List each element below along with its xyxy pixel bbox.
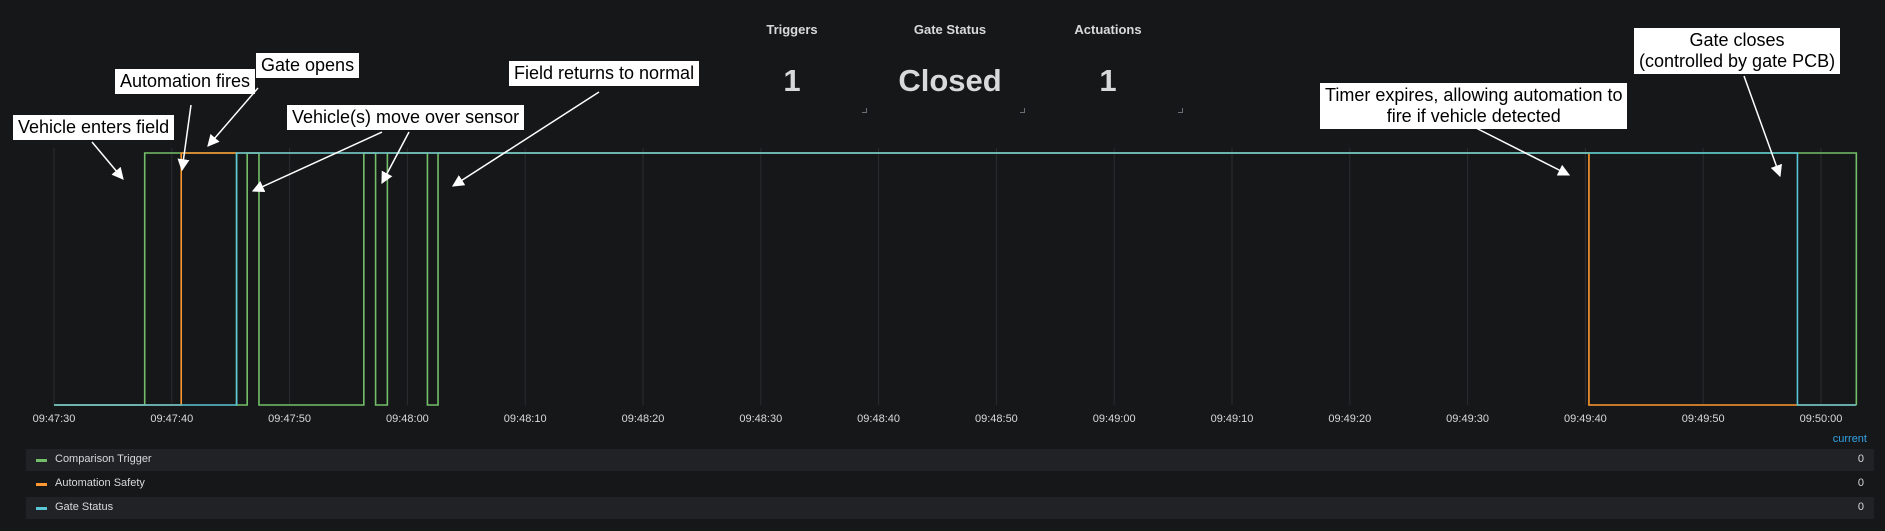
- annotation-arrow: [251, 131, 383, 192]
- annotation-timer-expires: Timer expires, allowing automation to fi…: [1320, 83, 1628, 129]
- x-tick-label: 09:48:40: [857, 413, 900, 425]
- series-line-comparison-trigger: [54, 152, 1858, 406]
- stat-title: Gate Status: [913, 22, 987, 37]
- annotation-arrow: [451, 91, 600, 187]
- annotation-arrows: [91, 75, 1782, 192]
- resize-handle-icon[interactable]: [1178, 108, 1183, 113]
- legend-item[interactable]: Automation Safety 0: [26, 473, 1874, 495]
- stat-title: Actuations: [1074, 22, 1142, 37]
- annotation-arrow: [381, 131, 410, 185]
- annotation-arrow: [207, 87, 259, 147]
- annotation-arrow: [1743, 75, 1782, 178]
- x-tick-label: 09:48:30: [739, 413, 782, 425]
- annotation-field-returns-to-normal: Field returns to normal: [509, 61, 700, 86]
- annotation-vehicle-enters-field: Vehicle enters field: [13, 115, 175, 140]
- legend-swatch: [36, 483, 47, 486]
- stat-actuations: Actuations 1: [1033, 22, 1183, 113]
- legend-value: 0: [1857, 453, 1864, 465]
- x-tick-label: 09:47:40: [150, 413, 193, 425]
- x-tick-label: 09:50:00: [1800, 413, 1843, 425]
- x-tick-label: 09:49:50: [1682, 413, 1725, 425]
- stat-title: Triggers: [766, 22, 818, 37]
- time-series-chart[interactable]: 09:47:30 09:47:40 09:47:50 09:48:00 09:48:10…: [0, 0, 1885, 430]
- resize-handle-icon[interactable]: [862, 108, 867, 113]
- x-tick-label: 09:47:30: [33, 413, 76, 425]
- grid: [53, 148, 1822, 405]
- legend-label: Gate Status: [55, 501, 114, 513]
- x-tick-label: 09:49:30: [1446, 413, 1489, 425]
- legend-item[interactable]: Gate Status 0: [26, 497, 1874, 519]
- x-tick-label: 09:48:50: [975, 413, 1018, 425]
- legend-label: Comparison Trigger: [55, 453, 152, 465]
- legend-item[interactable]: Comparison Trigger 0: [26, 449, 1874, 471]
- legend-value: 0: [1857, 477, 1864, 489]
- annotation-gate-closes: Gate closes (controlled by gate PCB): [1634, 28, 1841, 74]
- x-tick-label: 09:49:40: [1564, 413, 1607, 425]
- x-tick-label: 09:48:00: [386, 413, 429, 425]
- legend-label: Automation Safety: [55, 477, 145, 489]
- annotation-arrow: [177, 104, 192, 172]
- x-tick-label: 09:49:20: [1328, 413, 1371, 425]
- legend-header[interactable]: current: [1832, 433, 1867, 445]
- x-tick-label: 09:48:10: [504, 413, 547, 425]
- stat-triggers: Triggers 1: [717, 22, 867, 113]
- annotation-automation-fires: Automation fires: [115, 69, 256, 94]
- legend-value: 0: [1857, 501, 1864, 513]
- stat-gate-status: Gate Status Closed: [875, 22, 1025, 113]
- annotation-vehicles-move-over-sensor: Vehicle(s) move over sensor: [287, 105, 525, 130]
- annotation-arrow: [1475, 127, 1571, 176]
- stat-value: 1: [783, 63, 801, 98]
- x-tick-label: 09:48:20: [622, 413, 665, 425]
- annotation-arrow: [91, 141, 124, 180]
- legend-swatch: [36, 459, 47, 462]
- x-tick-label: 09:49:10: [1211, 413, 1254, 425]
- x-tick-label: 09:47:50: [268, 413, 311, 425]
- series-line-automation-safety: [54, 152, 1857, 406]
- stat-value: 1: [1099, 63, 1117, 98]
- resize-handle-icon[interactable]: [1020, 108, 1025, 113]
- stat-value: Closed: [898, 63, 1002, 98]
- legend-swatch: [36, 507, 47, 510]
- x-tick-label: 09:49:00: [1093, 413, 1136, 425]
- x-axis: 09:47:30 09:47:40 09:47:50 09:48:00 09:48:10…: [33, 413, 1843, 425]
- annotation-gate-opens: Gate opens: [256, 53, 360, 78]
- series-line-gate-status: [54, 152, 1857, 406]
- series-layer: [54, 152, 1858, 406]
